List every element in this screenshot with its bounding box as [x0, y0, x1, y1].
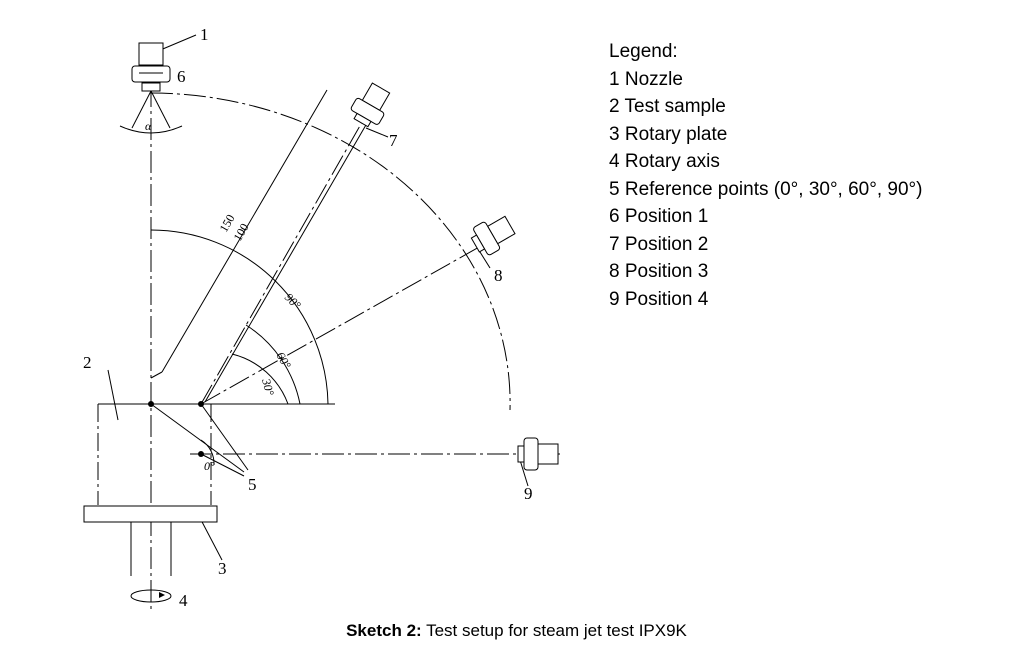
- ray-position-2: [200, 109, 370, 405]
- caption-label: Sketch 2:: [346, 621, 422, 640]
- callout-5: 5: [248, 475, 257, 494]
- legend-item-nozzle: 1 Nozzle: [609, 68, 683, 90]
- rotation-arrow-icon: [159, 592, 165, 598]
- angle-label-0: 0°: [204, 459, 215, 473]
- reference-point-30-60: [198, 401, 204, 407]
- rotary-shaft: [130, 522, 172, 603]
- leader-2: [107, 369, 119, 421]
- callout-2: 2: [83, 353, 92, 372]
- callout-4: 4: [179, 591, 188, 610]
- leader-5b: [200, 403, 249, 471]
- nozzle-position-4: [517, 437, 559, 471]
- legend-item-reference-points: 5 Reference points (0°, 30°, 60°, 90°): [609, 178, 923, 200]
- legend-item-rotary-axis: 4 Rotary axis: [609, 151, 720, 172]
- legend: Legend: 1 Nozzle 2 Test sample 3 Rotary …: [609, 38, 922, 313]
- angle-arc-30: [231, 353, 289, 405]
- legend-item-position-3: 8 Position 3: [609, 261, 709, 282]
- nozzle-position-1: [131, 42, 171, 129]
- leader-1: [157, 34, 197, 52]
- legend-item-test-sample: 2 Test sample: [609, 96, 726, 117]
- angle-arc-60: [245, 324, 301, 405]
- angle-label-30: 30°: [259, 376, 277, 397]
- nozzle-position-2: [350, 82, 391, 128]
- reference-point-90: [148, 401, 154, 407]
- angle-label-90: 90°: [282, 290, 304, 312]
- reference-point-0: [198, 451, 204, 457]
- angle-label-alpha: α: [145, 119, 152, 133]
- legend-item-position-4: 9 Position 4: [609, 288, 709, 310]
- callout-8: 8: [494, 266, 503, 285]
- callout-6: 6: [177, 67, 186, 86]
- test-sample-outline: [97, 404, 212, 505]
- ray-position-3: [200, 241, 489, 405]
- callout-7: 7: [389, 131, 398, 150]
- leader-7: [365, 127, 389, 138]
- angle-arc-90: [150, 229, 329, 405]
- callout-3: 3: [218, 559, 227, 578]
- callout-1: 1: [200, 25, 209, 44]
- figure-caption: Sketch 2: Test setup for steam jet test …: [0, 621, 1033, 641]
- leader-5a: [150, 403, 245, 473]
- legend-item-position-1: 6 Position 1: [609, 206, 709, 227]
- leader-3: [199, 517, 223, 561]
- position-arc: [150, 92, 511, 411]
- callout-9: 9: [524, 484, 533, 503]
- legend-item-position-2: 7 Position 2: [609, 233, 709, 255]
- legend-title: Legend:: [609, 41, 678, 62]
- leader-5c: [200, 453, 245, 477]
- legend-item-rotary-plate: 3 Rotary plate: [609, 123, 728, 145]
- spray-angle-arc: [119, 125, 183, 134]
- rotary-plate: [83, 505, 218, 523]
- dimension-line-150: [161, 89, 328, 373]
- leader-9: [519, 459, 529, 487]
- caption-text: Test setup for steam jet test IPX9K: [421, 621, 687, 640]
- nozzle-position-3: [470, 215, 516, 256]
- dimension-line-100: [204, 117, 371, 403]
